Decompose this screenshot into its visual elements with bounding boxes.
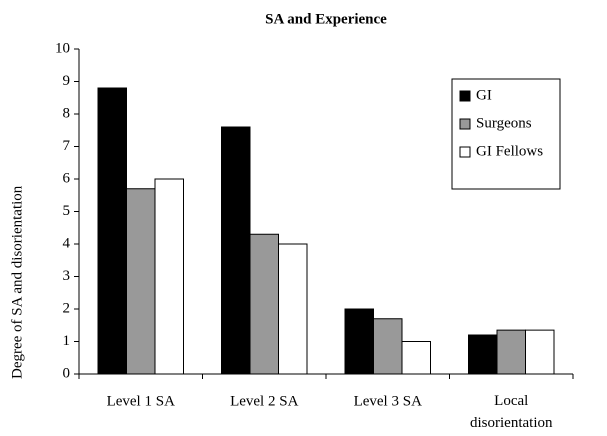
y-tick-label: 5 bbox=[63, 203, 71, 219]
bar bbox=[401, 341, 431, 375]
y-tick-label: 1 bbox=[63, 333, 71, 349]
legend-label: GI bbox=[476, 87, 492, 103]
y-tick-label: 4 bbox=[63, 235, 71, 251]
legend-swatch bbox=[459, 146, 471, 158]
y-tick-label: 7 bbox=[63, 138, 71, 154]
y-tick-label: 9 bbox=[63, 73, 71, 89]
x-tick-label: Level 2 SA bbox=[230, 393, 298, 409]
bar bbox=[221, 126, 251, 375]
bar bbox=[154, 178, 184, 375]
y-label-clip: Degree of SA and disorientation bbox=[9, 185, 25, 379]
y-tick-label: 8 bbox=[63, 105, 71, 121]
bar bbox=[468, 334, 498, 375]
y-tick-label: 10 bbox=[55, 40, 70, 56]
bar bbox=[126, 188, 156, 375]
bar bbox=[97, 87, 127, 375]
y-axis-label: Degree of SA and disorientation bbox=[9, 185, 25, 379]
bar bbox=[496, 329, 526, 375]
legend-label: GI Fellows bbox=[476, 143, 543, 159]
bar bbox=[278, 243, 308, 375]
legend-swatch bbox=[459, 118, 471, 130]
x-tick-label: Level 1 SA bbox=[107, 393, 175, 409]
bar bbox=[344, 308, 374, 375]
y-tick-label: 2 bbox=[63, 300, 71, 316]
chart-title: SA and Experience bbox=[265, 11, 387, 27]
bar bbox=[249, 233, 279, 375]
legend-label: Surgeons bbox=[476, 115, 532, 131]
y-tick-label: 0 bbox=[63, 365, 71, 381]
y-tick-label: 3 bbox=[63, 268, 71, 284]
x-tick-label: Level 3 SA bbox=[354, 393, 422, 409]
bar bbox=[525, 329, 555, 375]
legend-swatch bbox=[459, 90, 471, 102]
bar bbox=[373, 318, 403, 375]
y-tick-label: 6 bbox=[63, 170, 71, 186]
x-tick-label: Local disorientation bbox=[470, 393, 553, 431]
